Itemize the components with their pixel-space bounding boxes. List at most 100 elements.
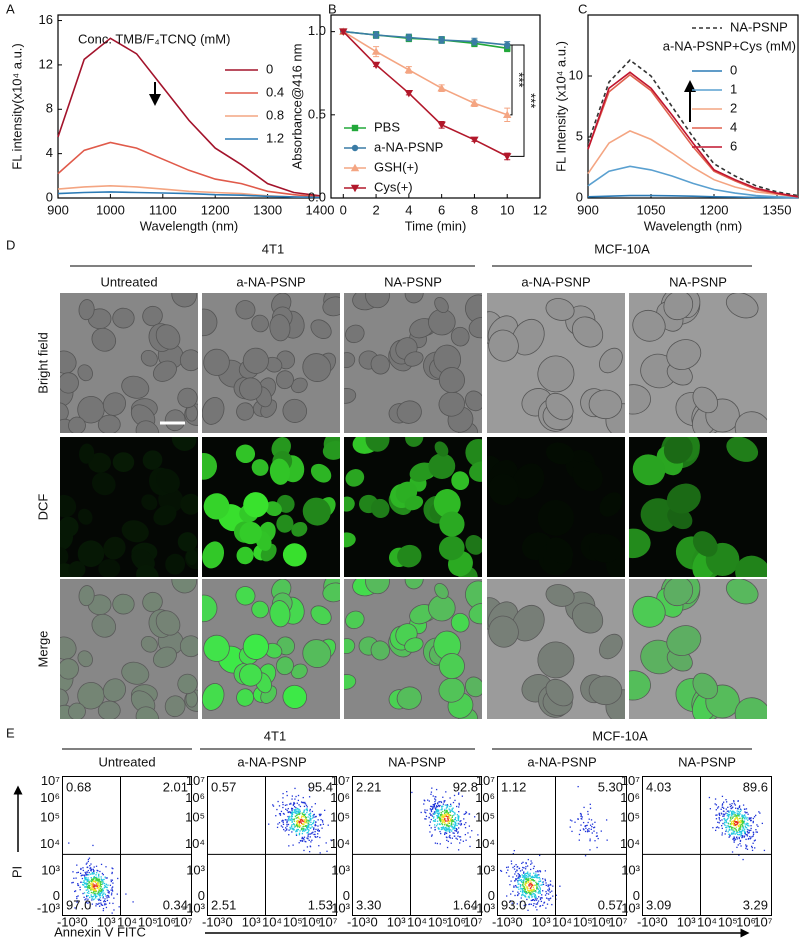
event-dot [102, 897, 104, 899]
event-dot [518, 876, 520, 878]
event-dot [297, 794, 300, 797]
event-dot [745, 838, 747, 841]
event-dot [298, 823, 300, 825]
event-dot [530, 882, 533, 884]
event-dot [458, 804, 460, 806]
event-dot [716, 814, 718, 816]
event-dot [580, 815, 582, 818]
event-dot [430, 827, 432, 829]
event-dot [442, 821, 444, 824]
x-tick-label: 8 [471, 202, 478, 217]
event-dot [304, 813, 306, 816]
event-dot [510, 880, 512, 882]
event-dot [98, 902, 100, 904]
event-dot [524, 892, 527, 895]
event-dot [299, 812, 301, 815]
event-dot [311, 817, 314, 819]
x-tick-label: 1200 [700, 202, 729, 217]
event-dot [303, 814, 306, 817]
panel-label: B [328, 1, 337, 16]
event-dot [436, 805, 439, 808]
cell [365, 437, 390, 452]
y-axis-label: Absorbance@416 nm [289, 44, 304, 170]
cell [396, 686, 422, 710]
event-dot [738, 824, 741, 826]
event-dot [92, 895, 94, 898]
event-dot [83, 880, 85, 882]
event-dot [763, 849, 766, 852]
event-dot [734, 838, 737, 840]
event-dot [77, 871, 79, 874]
group-label: 4T1 [262, 241, 284, 256]
event-dot [98, 898, 100, 900]
event-dot [577, 818, 579, 820]
line [57, 141, 321, 198]
event-dot [526, 875, 528, 877]
event-dot [536, 909, 538, 911]
event-dot [449, 805, 451, 808]
event-dot [742, 816, 744, 818]
event-dot [521, 889, 524, 891]
event-dot [86, 883, 89, 885]
event-dot [750, 829, 752, 832]
event-dot [715, 814, 717, 816]
event-dot [89, 884, 91, 887]
event-dot [303, 849, 305, 852]
event-dot [721, 813, 723, 815]
event-dot [299, 805, 302, 808]
event-dot [722, 801, 725, 803]
event-dot [105, 884, 107, 886]
event-dot [522, 866, 524, 869]
event-dot [91, 883, 93, 885]
micrograph [487, 437, 625, 577]
event-dot [457, 793, 460, 795]
event-dot [450, 822, 453, 824]
event-dot [520, 880, 523, 883]
event-dot [731, 811, 733, 813]
cell [140, 349, 158, 367]
event-dot [525, 891, 527, 894]
event-dot [452, 820, 455, 822]
event-dot [445, 829, 447, 832]
event-dot [101, 891, 103, 893]
event-dot [733, 800, 735, 802]
cell [236, 546, 254, 565]
event-dot [437, 812, 440, 814]
event-dot [442, 819, 444, 821]
event-dot [304, 840, 306, 843]
event-dot [555, 894, 557, 896]
event-dot [737, 813, 739, 816]
event-dot [736, 818, 739, 820]
event-dot [750, 845, 753, 848]
event-dot [433, 813, 435, 815]
cell [409, 462, 434, 482]
x-tick-label: 1350 [763, 202, 792, 217]
event-dot [303, 810, 305, 812]
event-dot [86, 900, 88, 902]
event-dot [297, 817, 299, 819]
event-dot [454, 813, 456, 815]
cell [242, 347, 269, 374]
event-dot [97, 881, 99, 884]
event-dot [744, 823, 746, 825]
x-tick-label: 0 [340, 202, 347, 217]
event-dot [745, 808, 748, 810]
event-dot [304, 803, 307, 805]
y-tick-label: 10⁵ [620, 809, 640, 824]
cell [203, 493, 230, 520]
event-dot [280, 825, 283, 827]
event-dot [535, 883, 538, 885]
cell [243, 492, 269, 518]
event-dot [530, 883, 532, 885]
cell [60, 516, 79, 538]
event-dot [446, 828, 449, 831]
event-dot [744, 811, 746, 813]
event-dot [305, 822, 307, 824]
event-dot [735, 826, 737, 828]
event-dot [444, 812, 446, 814]
event-dot [448, 808, 450, 810]
event-dot [313, 827, 315, 829]
event-dot [306, 809, 309, 812]
x-tick-label: 1000 [96, 202, 125, 217]
event-dot [313, 820, 315, 822]
